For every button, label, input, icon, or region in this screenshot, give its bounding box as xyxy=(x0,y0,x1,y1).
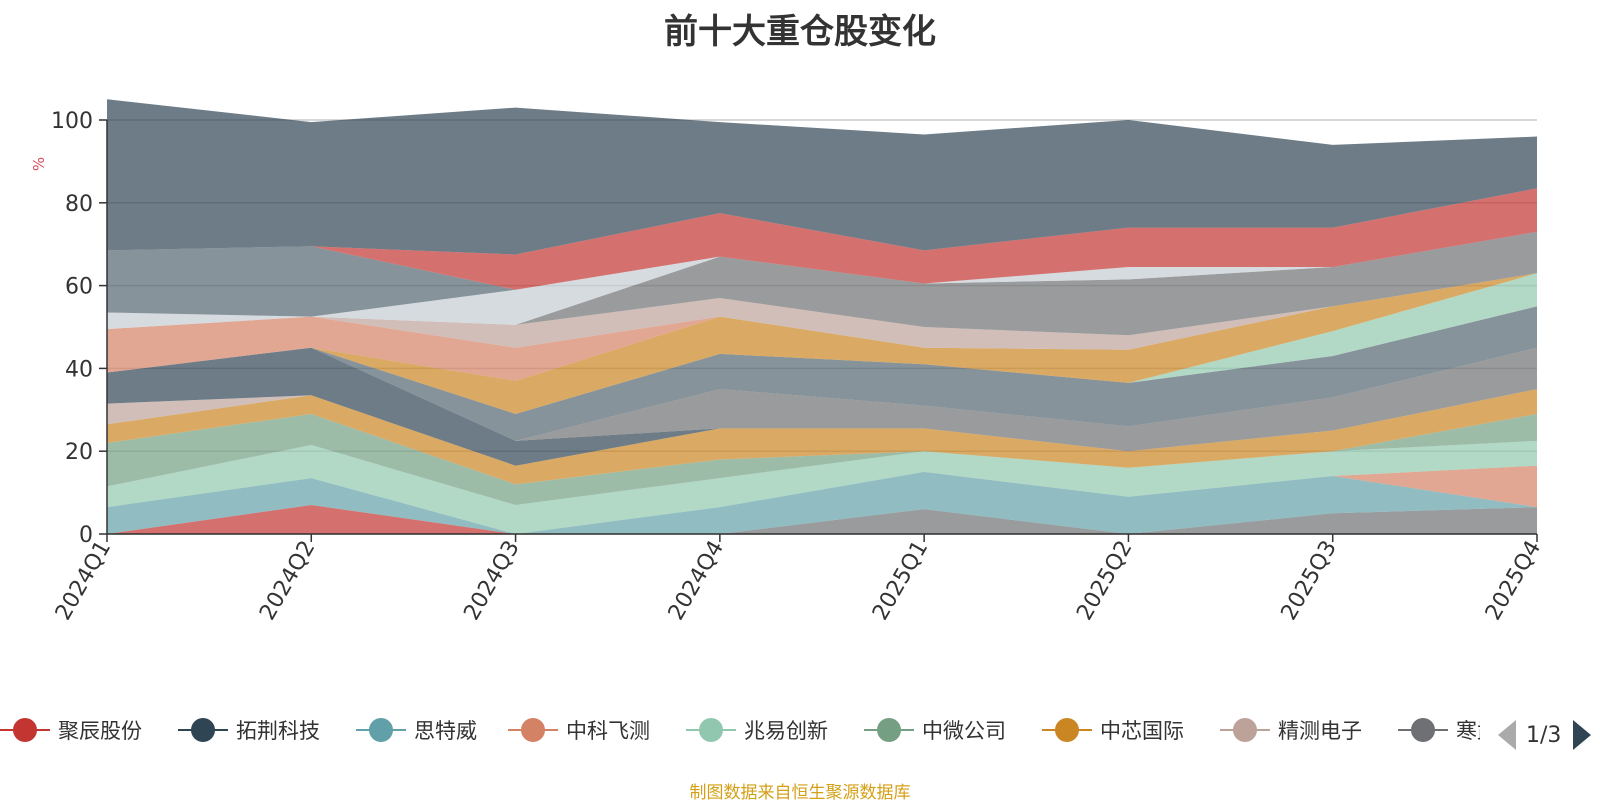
chart-title: 前十大重仓股变化 xyxy=(664,12,936,52)
legend-marker-icon xyxy=(508,708,558,752)
area-series xyxy=(107,347,1537,466)
legend-marker-icon xyxy=(864,708,914,752)
x-tick-label: 2025Q1 xyxy=(868,537,933,625)
area-series xyxy=(107,471,1537,534)
legend-item[interactable]: 兆易创新 xyxy=(686,708,828,752)
legend-marker-icon xyxy=(178,708,228,752)
area-series xyxy=(107,273,1537,350)
area-series xyxy=(107,231,1537,336)
legend-item[interactable]: 精测电子 xyxy=(1220,708,1362,752)
legend-marker-icon xyxy=(1042,708,1092,752)
x-tick-label: 2024Q1 xyxy=(51,537,116,625)
legend-label: 精测电子 xyxy=(1278,719,1362,743)
legend-next-icon[interactable] xyxy=(1573,720,1592,750)
x-tick-label: 2024Q2 xyxy=(255,537,320,625)
x-tick-label: 2024Q4 xyxy=(664,537,729,625)
legend-marker-icon xyxy=(0,708,50,752)
area-series xyxy=(107,440,1537,534)
area-series xyxy=(107,273,1537,414)
legend-marker-icon xyxy=(1398,708,1448,752)
area-series xyxy=(107,306,1537,441)
area-series xyxy=(107,413,1537,506)
y-tick-label: 0 xyxy=(79,523,93,548)
area-chart: 0 20 40 60 80 100 2024Q1 2024Q2 2024Q3 2024Q4 2025… xyxy=(30,99,1546,625)
legend-pager: 1/3 xyxy=(1498,718,1592,752)
legend-label: 聚辰股份 xyxy=(58,719,142,743)
legend-label: 中芯国际 xyxy=(1100,719,1184,743)
y-tick-label: 40 xyxy=(65,357,93,382)
legend-label: 拓荆科技 xyxy=(236,719,320,743)
legend: 聚辰股份 拓荆科技 思特威 中科飞测 兆易创新 中微公司 中芯国际 精测电子 寒武纪 xyxy=(0,708,1480,752)
area-series xyxy=(107,231,1537,317)
legend-item[interactable]: 中芯国际 xyxy=(1042,708,1184,752)
area-series xyxy=(107,389,1537,485)
area-layer xyxy=(107,99,1537,534)
x-tick-label: 2024Q3 xyxy=(459,537,524,625)
legend-label: 兆易创新 xyxy=(744,719,828,743)
x-tick-label: 2025Q4 xyxy=(1481,537,1546,625)
y-tick-label: 60 xyxy=(65,275,93,300)
x-tick-label: 2025Q3 xyxy=(1277,537,1342,625)
source-note: 制图数据来自恒生聚源数据库 xyxy=(689,783,911,803)
area-series xyxy=(107,99,1537,255)
legend-label: 思特威 xyxy=(414,719,477,743)
y-axis-label: % xyxy=(30,157,48,171)
y-tick-label: 20 xyxy=(65,440,93,465)
legend-marker-icon xyxy=(356,708,406,752)
area-series xyxy=(107,231,1537,330)
legend-label: 中微公司 xyxy=(922,719,1006,743)
area-series xyxy=(107,188,1537,290)
legend-item[interactable]: 思特威 xyxy=(356,708,477,752)
legend-item[interactable]: 拓荆科技 xyxy=(178,708,320,752)
legend-marker-icon xyxy=(686,708,736,752)
legend-prev-icon[interactable] xyxy=(1498,720,1516,750)
x-tick-label: 2025Q2 xyxy=(1072,537,1137,625)
area-series xyxy=(107,347,1537,452)
y-tick-label: 100 xyxy=(51,109,93,134)
legend-label: 寒武纪 xyxy=(1456,719,1480,743)
legend-item[interactable]: 寒武纪 xyxy=(1398,708,1480,752)
legend-item[interactable]: 中微公司 xyxy=(864,708,1006,752)
legend-page-indicator: 1/3 xyxy=(1526,722,1562,748)
area-series xyxy=(107,507,1537,534)
area-series xyxy=(107,273,1537,381)
legend-item[interactable]: 中科飞测 xyxy=(508,708,650,752)
area-series xyxy=(107,505,1537,534)
legend-item[interactable]: 聚辰股份 xyxy=(0,708,142,752)
legend-marker-icon xyxy=(1220,708,1270,752)
legend-label: 中科飞测 xyxy=(566,719,650,743)
y-tick-label: 80 xyxy=(65,192,93,217)
